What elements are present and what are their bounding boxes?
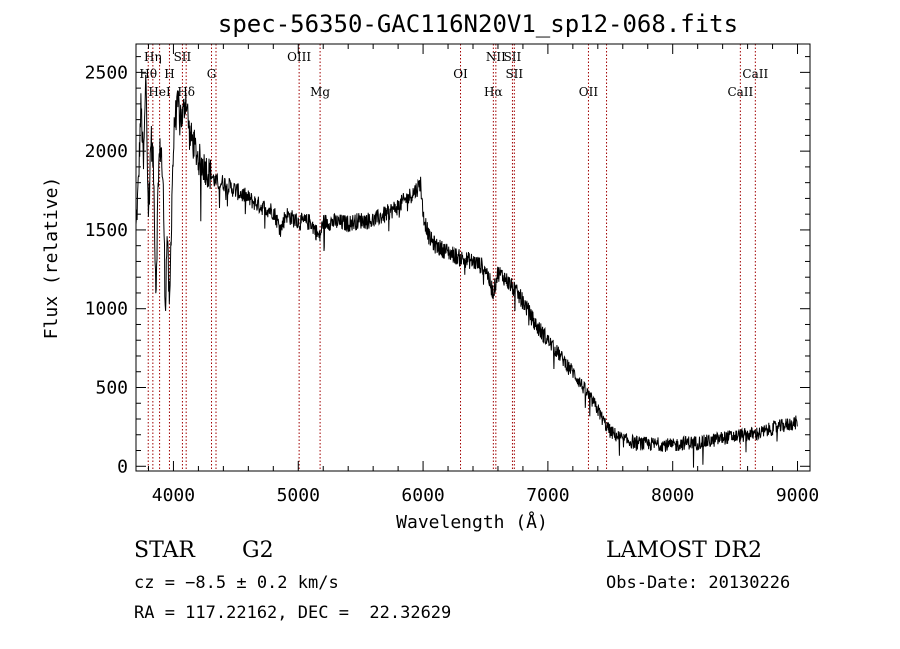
- line-marker-label-3: SII: [174, 50, 192, 64]
- x-tick-label-5000: 5000: [277, 485, 320, 506]
- line-marker-label-10: NII: [486, 50, 506, 64]
- line-marker-label-4: H: [164, 67, 174, 81]
- observation-date: Obs-Date: 20130226: [606, 573, 791, 593]
- object-class: STAR: [134, 538, 195, 563]
- line-marker-label-11: Hα: [484, 85, 503, 99]
- line-marker-label-16: CaII: [727, 85, 753, 99]
- survey-name: LAMOST DR2: [606, 538, 762, 563]
- y-tick-label-2500: 2500: [85, 62, 128, 83]
- redshift-cz: cz = −8.5 ± 0.2 km/s: [134, 573, 339, 593]
- line-marker-label-15: CaII: [742, 67, 768, 81]
- spectrum-line: [136, 74, 798, 468]
- y-axis-label: Flux (relative): [41, 177, 62, 340]
- object-subclass: G2: [242, 538, 274, 563]
- line-marker-label-13: SII: [505, 67, 523, 81]
- y-tick-label-1000: 1000: [85, 299, 128, 320]
- plot-frame: [135, 43, 811, 472]
- coordinates: RA = 117.22162, DEC = 22.32629: [134, 603, 452, 623]
- plot-area: 4000 5000 6000 7000 8000 9000 0 500 1000 1500 2000…: [85, 43, 819, 506]
- chart-title: spec-56350-GAC116N20V1_sp12-068.fits: [218, 10, 738, 38]
- line-marker-label-8: Mg: [310, 85, 330, 99]
- x-tick-label-4000: 4000: [152, 485, 195, 506]
- line-marker-label-5: Hδ: [177, 85, 195, 99]
- line-marker-label-12: SII: [504, 50, 522, 64]
- line-marker-label-6: G: [207, 67, 217, 81]
- x-axis-label: Wavelength (Å): [396, 511, 548, 533]
- line-marker-label-14: OII: [579, 85, 599, 99]
- y-tick-label-2000: 2000: [85, 141, 128, 162]
- line-marker-label-2: HeI: [148, 85, 171, 99]
- line-marker-label-9: OI: [453, 67, 468, 81]
- line-marker-label-1: Hθ: [139, 67, 157, 81]
- x-tick-label-6000: 6000: [401, 485, 444, 506]
- y-tick-label-500: 500: [95, 377, 128, 398]
- y-tick-label-1500: 1500: [85, 220, 128, 241]
- y-tick-label-0: 0: [117, 456, 128, 477]
- x-tick-label-7000: 7000: [526, 485, 569, 506]
- line-marker-label-0: Hη: [144, 50, 162, 64]
- x-tick-label-8000: 8000: [651, 485, 694, 506]
- line-marker-label-7: OIII: [287, 50, 311, 64]
- x-tick-label-9000: 9000: [776, 485, 819, 506]
